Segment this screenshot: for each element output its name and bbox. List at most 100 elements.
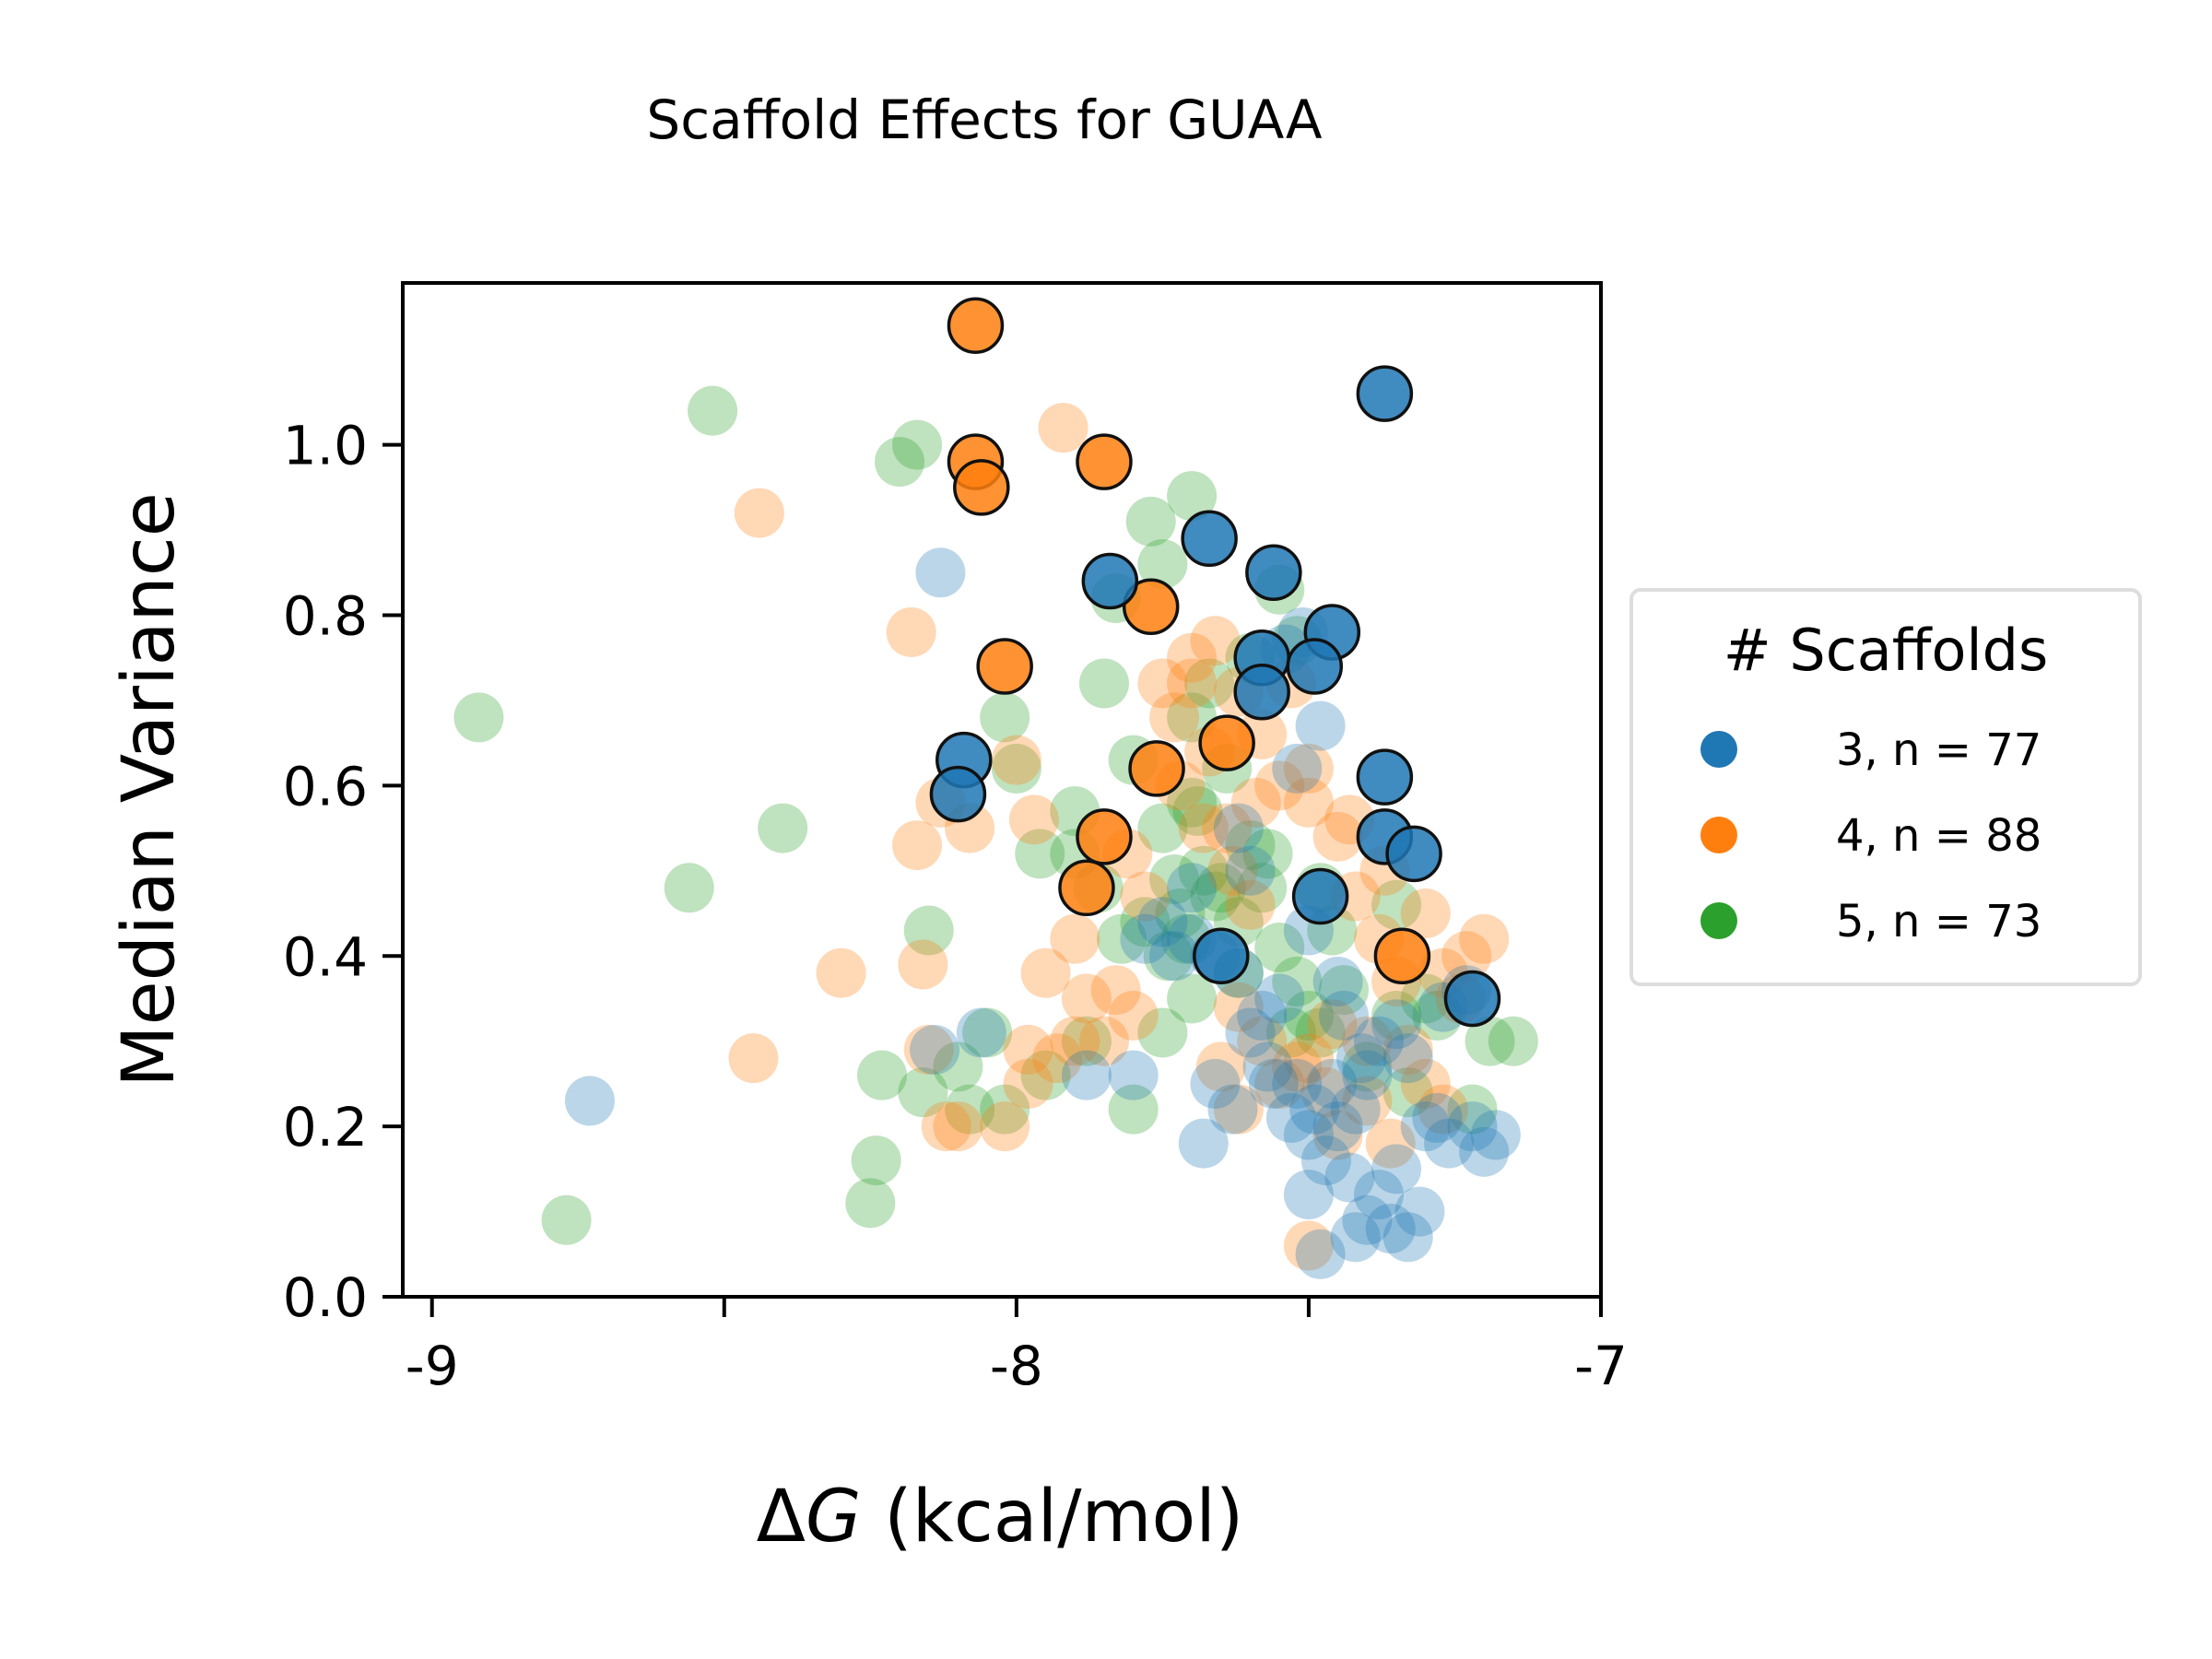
point-highlight-scaffold-4: [953, 459, 1010, 516]
point-scaffold-3: [1354, 1170, 1405, 1220]
point-scaffold-3: [1167, 863, 1218, 913]
y-axis-label: Median Variance: [108, 492, 191, 1087]
point-scaffold-4: [1178, 803, 1229, 853]
point-scaffold-5: [1097, 913, 1147, 964]
point-highlight-scaffold-4: [1058, 859, 1115, 917]
point-scaffold-3: [1272, 743, 1323, 794]
point-highlight-scaffold-3: [1181, 510, 1238, 568]
point-scaffold-5: [453, 692, 504, 743]
point-scaffold-3: [1447, 1101, 1498, 1152]
point-scaffold-5: [1488, 1016, 1538, 1066]
x-axis: -9 -8 -7: [406, 1297, 1628, 1397]
point-scaffold-3: [1382, 1033, 1433, 1084]
point-scaffold-5: [962, 1007, 1013, 1058]
point-scaffold-4: [1230, 777, 1281, 828]
point-scaffold-5: [688, 385, 738, 436]
point-scaffold-5: [664, 863, 714, 913]
point-scaffold-3: [1394, 1186, 1445, 1237]
y-tick-label: 1.0: [283, 415, 368, 477]
point-scaffold-5: [945, 1084, 995, 1135]
point-scaffold-5: [980, 692, 1030, 743]
legend-entry-label: 4, n = 88: [1836, 810, 2041, 862]
point-scaffold-3: [1225, 1007, 1276, 1058]
point-scaffold-4: [728, 1033, 779, 1084]
point-scaffold-3: [1371, 1144, 1422, 1194]
point-scaffold-3: [1318, 990, 1369, 1041]
point-scaffold-4: [1008, 794, 1059, 845]
point-scaffold-4: [1342, 1076, 1393, 1126]
point-scaffold-5: [1242, 829, 1293, 879]
point-scaffold-3: [915, 547, 966, 598]
point-scaffold-4: [1207, 845, 1258, 896]
point-scaffold-4: [1202, 803, 1253, 853]
point-scaffold-4: [1003, 1024, 1053, 1075]
point-scaffold-3: [956, 1007, 1006, 1058]
point-scaffold-3: [1213, 803, 1264, 853]
legend-title: # Scaffolds: [1724, 617, 2049, 684]
point-scaffold-3: [910, 1024, 960, 1075]
point-highlight-scaffold-4: [1128, 740, 1185, 797]
point-scaffold-4: [1050, 1016, 1100, 1066]
point-scaffold-4: [1400, 1058, 1451, 1109]
point-scaffold-3: [1178, 1118, 1229, 1169]
point-scaffold-5: [898, 1067, 948, 1118]
point-scaffold-4: [1459, 913, 1510, 964]
point-scaffold-3: [1272, 1058, 1323, 1109]
point-scaffold-4: [816, 947, 866, 998]
point-scaffold-3: [1371, 999, 1422, 1050]
point-scaffold-4: [1213, 1084, 1264, 1135]
point-scaffold-4: [1090, 965, 1141, 1016]
y-tick-label: 0.4: [283, 925, 368, 988]
data-points: [453, 297, 1538, 1279]
point-scaffold-3: [1283, 1110, 1334, 1160]
point-scaffold-3: [1108, 1050, 1159, 1100]
point-scaffold-3: [1336, 1033, 1386, 1084]
point-highlight-scaffold-3: [1245, 544, 1302, 602]
point-scaffold-5: [1371, 990, 1422, 1041]
point-highlight-scaffold-4: [1122, 578, 1180, 636]
point-scaffold-3: [1120, 913, 1171, 964]
point-scaffold-4: [1050, 913, 1100, 964]
point-scaffold-3: [1354, 1016, 1405, 1066]
point-highlight-scaffold-3: [1356, 365, 1414, 422]
point-highlight-scaffold-4: [1198, 714, 1255, 771]
point-scaffold-4: [1061, 973, 1112, 1024]
point-scaffold-3: [1283, 1170, 1334, 1220]
point-scaffold-4: [1137, 658, 1188, 709]
point-scaffold-4: [1195, 1041, 1246, 1092]
x-tick-label: -7: [1574, 1335, 1628, 1397]
point-scaffold-3: [1330, 1084, 1381, 1135]
point-highlight-scaffold-3: [929, 765, 987, 823]
point-scaffold-4: [1254, 760, 1305, 811]
point-scaffold-3: [1242, 1041, 1293, 1092]
point-scaffold-5: [1184, 658, 1235, 709]
point-scaffold-3: [1342, 1050, 1393, 1100]
point-scaffold-5: [857, 1050, 907, 1100]
point-scaffold-4: [1237, 1016, 1288, 1066]
point-scaffold-5: [1371, 879, 1422, 930]
x-tick-label: -9: [406, 1335, 459, 1397]
point-scaffold-4: [1283, 1033, 1334, 1084]
point-scaffold-4: [1020, 947, 1071, 998]
point-scaffold-4: [1307, 999, 1358, 1050]
point-scaffold-3: [1400, 1101, 1451, 1152]
point-highlight-scaffold-4: [1076, 433, 1133, 490]
point-scaffold-4: [1149, 692, 1200, 743]
point-scaffold-3: [564, 1076, 615, 1126]
point-scaffold-5: [845, 1178, 896, 1229]
point-scaffold-5: [1465, 1016, 1515, 1066]
y-axis: 0.0 0.2 0.4 0.6 0.8 1.0: [283, 415, 403, 1329]
point-scaffold-5: [933, 1041, 983, 1092]
point-scaffold-3: [1312, 956, 1363, 1006]
point-scaffold-5: [1272, 956, 1323, 1006]
point-scaffold-4: [1441, 931, 1492, 982]
point-scaffold-3: [1207, 1084, 1258, 1135]
point-scaffold-5: [1295, 1007, 1346, 1058]
point-scaffold-5: [758, 803, 808, 853]
point-scaffold-3: [1225, 845, 1276, 896]
y-tick-label: 0.0: [283, 1266, 368, 1329]
point-scaffold-5: [1178, 845, 1229, 896]
point-scaffold-5: [1149, 854, 1200, 905]
point-scaffold-4: [903, 1024, 954, 1075]
point-scaffold-3: [1248, 1058, 1299, 1109]
